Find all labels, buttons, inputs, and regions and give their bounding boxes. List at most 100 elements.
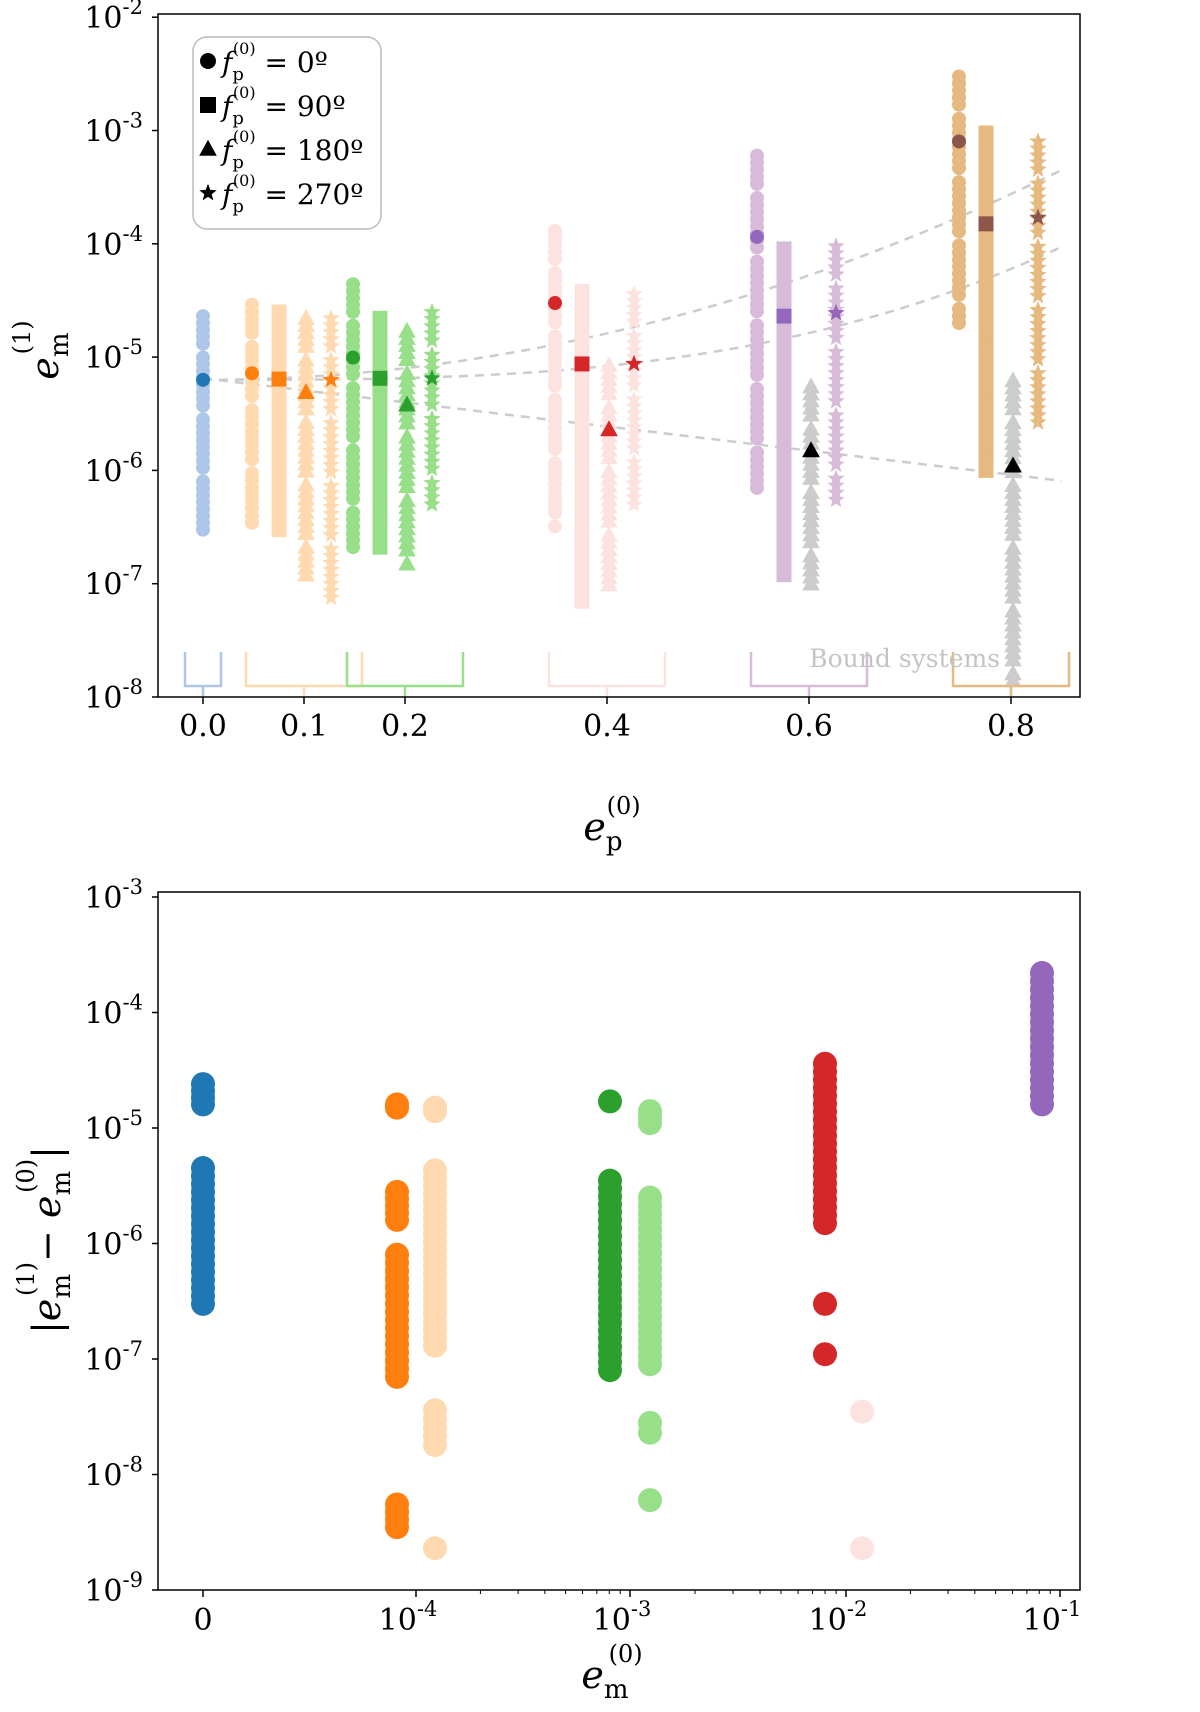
- spread-circle-marker: [346, 367, 360, 382]
- spread-triangle-marker: [297, 523, 315, 540]
- top-x-tick-label: 0.8: [987, 709, 1035, 744]
- spread-circle-marker: [952, 97, 966, 112]
- spread-circle-marker: [952, 287, 966, 302]
- spread-circle-marker: [750, 176, 764, 191]
- highlight-triangle-marker: [1004, 456, 1022, 473]
- spread-circle-marker: [548, 378, 562, 393]
- spread-triangle-marker: [1004, 587, 1022, 604]
- spread-circle-marker: [750, 431, 764, 446]
- bottom-data-point: [1030, 1092, 1054, 1117]
- spread-square-marker: [271, 332, 287, 348]
- bottom-data-point: [813, 1211, 837, 1236]
- spread-circle-marker: [750, 367, 764, 382]
- top-y-tick-label: 10-2: [84, 0, 143, 36]
- spread-circle-marker: [548, 252, 562, 267]
- spread-triangle-marker: [297, 461, 315, 478]
- spread-triangle-marker: [1004, 399, 1022, 416]
- svg-text:|em(1)− em(0)|: |em(1)− em(0)|: [12, 1146, 77, 1334]
- top-panel: 10-210-310-410-510-610-710-8 0.0 0.1 0.2 0.…: [8, 0, 1081, 857]
- legend-entry-label: fp(0) = 90º: [220, 83, 346, 129]
- bottom-x-tick-label: 10-3: [593, 1597, 652, 1638]
- spread-square-marker: [776, 393, 792, 409]
- spread-circle-marker: [750, 304, 764, 319]
- spread-square-marker: [271, 395, 287, 411]
- top-y-tick-label: 10-3: [84, 109, 143, 150]
- highlight-triangle-marker: [802, 441, 820, 458]
- spread-square-marker: [978, 462, 994, 478]
- top-y-axis-label: em(1): [8, 320, 75, 379]
- top-y-tick-label: 10-7: [84, 562, 143, 603]
- highlight-star-marker: [625, 354, 643, 372]
- group-bracket: [183, 652, 223, 688]
- spread-star-marker: [1029, 160, 1047, 177]
- spread-square-marker: [776, 518, 792, 534]
- spread-triangle-marker: [1004, 524, 1022, 541]
- spread-star-marker: [827, 455, 845, 473]
- bottom-data-point: [385, 1364, 409, 1389]
- highlight-star-marker: [322, 370, 340, 388]
- highlight-square-marker: [574, 356, 590, 372]
- spread-triangle-marker: [802, 405, 820, 422]
- spread-square-marker: [978, 343, 994, 359]
- spread-square-marker: [372, 525, 388, 541]
- highlight-circle-marker: [346, 350, 360, 365]
- top-x-tick-label: 0.0: [179, 709, 227, 744]
- spread-square-marker: [372, 338, 388, 354]
- spread-star-marker: [827, 265, 845, 282]
- highlight-circle-marker: [750, 229, 764, 244]
- bottom-y-tick-label: 10-9: [84, 1568, 143, 1609]
- highlight-star-marker: [827, 303, 845, 321]
- bottom-y-tick-label: 10-6: [84, 1222, 143, 1263]
- spread-square-marker: [574, 565, 590, 581]
- spread-square-marker: [574, 593, 590, 609]
- spread-star-marker: [625, 312, 643, 330]
- bottom-data-point: [850, 1536, 874, 1561]
- spread-circle-marker: [245, 452, 259, 467]
- spread-circle-marker: [548, 505, 562, 520]
- top-plot-area: [183, 69, 1071, 697]
- spread-triangle-marker: [802, 574, 820, 591]
- spread-circle-marker: [750, 480, 764, 495]
- bottom-data-point: [423, 1333, 447, 1358]
- bottom-data-point: [638, 1488, 662, 1513]
- spread-square-marker: [776, 567, 792, 583]
- bottom-data-point: [385, 1207, 409, 1232]
- bottom-data-point: [598, 1358, 622, 1383]
- spread-triangle-marker: [398, 540, 416, 557]
- spread-star-marker: [1029, 413, 1047, 430]
- spread-triangle-marker: [1004, 671, 1022, 688]
- spread-circle-marker: [548, 315, 562, 330]
- highlight-star-marker: [423, 369, 441, 386]
- spread-circle-marker: [952, 224, 966, 239]
- spread-star-marker: [625, 376, 643, 393]
- spread-square-marker: [574, 312, 590, 328]
- bottom-x-tick-label: 10-2: [809, 1597, 868, 1638]
- group-bracket: [547, 652, 667, 688]
- bottom-data-point: [598, 1089, 622, 1114]
- svg-text:ep(0): ep(0): [583, 792, 640, 857]
- bottom-x-tick-label: 10-1: [1023, 1597, 1082, 1638]
- legend-circle-marker: [200, 53, 216, 69]
- spread-square-marker: [372, 539, 388, 555]
- spread-square-marker: [574, 502, 590, 518]
- spread-star-marker: [1029, 286, 1047, 304]
- top-x-ticks: 0.0 0.1 0.2 0.4 0.6 0.8: [179, 697, 1035, 744]
- top-y-tick-label: 10-6: [84, 448, 143, 489]
- spread-circle-marker: [346, 304, 360, 319]
- bottom-x-ticks: 0 10-4 10-3 10-2 10-1: [193, 1590, 1081, 1638]
- spread-circle-marker: [196, 522, 210, 537]
- spread-circle-marker: [196, 460, 210, 475]
- spread-square-marker: [978, 280, 994, 296]
- bottom-y-axis-label: |em(1)− em(0)|: [12, 1146, 77, 1334]
- legend-entry-label: fp(0) = 180º: [220, 127, 363, 173]
- spread-square-marker: [372, 463, 388, 479]
- top-x-axis-label: ep(0): [583, 792, 640, 857]
- spread-triangle-marker: [600, 575, 618, 592]
- spread-circle-marker: [346, 491, 360, 506]
- highlight-square-marker: [978, 216, 994, 232]
- spread-circle-marker: [750, 240, 764, 255]
- spread-star-marker: [322, 588, 340, 606]
- spread-square-marker: [776, 269, 792, 285]
